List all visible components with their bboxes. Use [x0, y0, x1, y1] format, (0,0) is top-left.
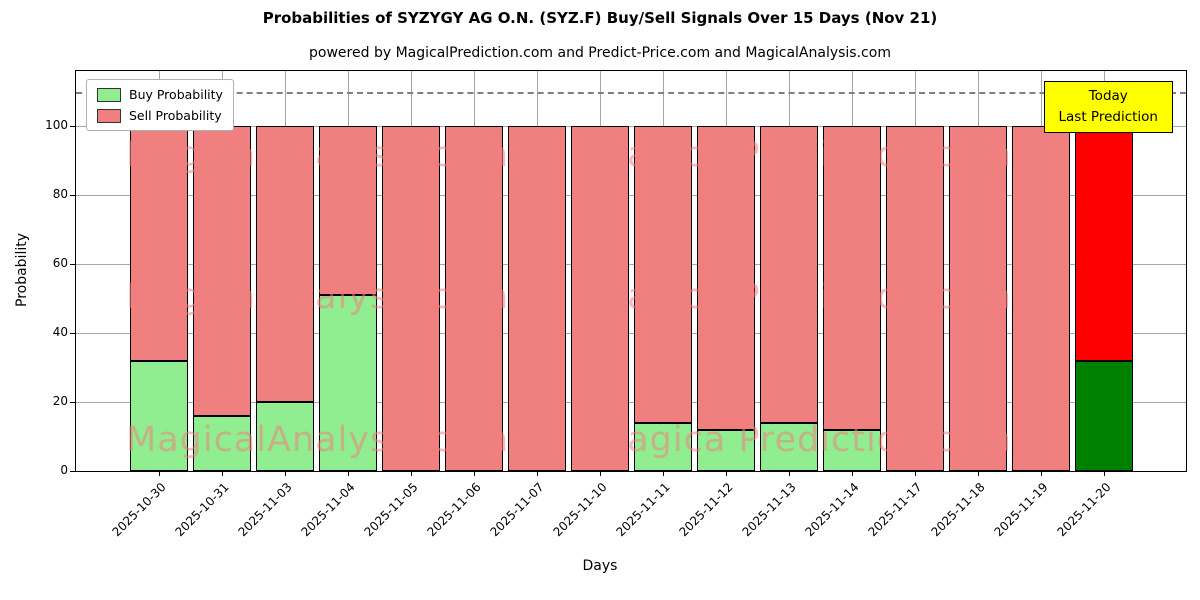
- chart-title: Probabilities of SYZYGY AG O.N. (SYZ.F) …: [262, 9, 938, 27]
- y-tick-mark: [70, 264, 76, 266]
- bar-sell: [948, 126, 1007, 471]
- chart-subtitle: powered by MagicalPrediction.com and Pre…: [309, 45, 891, 61]
- y-gridline: [76, 402, 1186, 404]
- y-tick-label: 20: [52, 394, 68, 409]
- y-tick-mark: [70, 126, 76, 128]
- y-tick-label: 0: [60, 463, 68, 477]
- x-tick-mark: [1103, 471, 1105, 476]
- bar-sell: [444, 126, 503, 471]
- x-tick-label: 2025-11-18: [928, 480, 988, 540]
- x-tick-mark: [662, 471, 664, 476]
- x-tick-label: 2025-10-30: [109, 480, 169, 540]
- x-axis-label: Days: [582, 558, 618, 574]
- x-tick-mark: [914, 471, 916, 476]
- bar-sell: [255, 126, 314, 403]
- bar-buy: [633, 422, 692, 471]
- bar-sell: [696, 126, 755, 430]
- x-tick-mark: [725, 471, 727, 476]
- bar-sell: [759, 126, 818, 423]
- bar-buy: [318, 295, 377, 471]
- today-annotation-line1: Today: [1088, 88, 1128, 104]
- x-tick-label: 2025-11-20: [1054, 480, 1114, 540]
- x-tick-label: 2025-10-31: [172, 480, 232, 540]
- x-tick-mark: [347, 471, 349, 476]
- x-tick-label: 2025-11-17: [865, 480, 925, 540]
- x-tick-mark: [284, 471, 286, 476]
- y-tick-label: 80: [52, 187, 68, 202]
- buy-swatch: [97, 87, 121, 102]
- x-tick-mark: [977, 471, 979, 476]
- x-tick-label: 2025-11-13: [739, 480, 799, 540]
- bar-buy: [696, 429, 755, 471]
- y-gridline: [76, 333, 1186, 335]
- bar-sell: [885, 126, 944, 471]
- y-tick-label: 100: [45, 118, 68, 133]
- threshold-dashed-line: [76, 91, 1186, 94]
- plot-area: Buy Probability Sell Probability Today L…: [45, 70, 1187, 539]
- legend-sell-label: Sell Probability: [129, 108, 222, 123]
- bar-sell: [822, 126, 881, 430]
- x-tick-label: 2025-11-04: [298, 480, 358, 540]
- x-tick-label: 2025-11-03: [235, 480, 295, 540]
- bar-sell: [1074, 126, 1133, 361]
- watermark-text: MagicalAnalysis.com: [126, 135, 510, 175]
- legend-item-sell: Sell Probability: [97, 108, 223, 123]
- x-tick-mark: [1040, 471, 1042, 476]
- watermark-text: Magica Prediction.com: [596, 420, 1013, 460]
- y-gridline: [76, 195, 1186, 197]
- x-tick-mark: [851, 471, 853, 476]
- bar-sell: [381, 126, 440, 471]
- today-annotation-line2: Last Prediction: [1058, 108, 1158, 125]
- x-tick-label: 2025-11-10: [550, 480, 610, 540]
- watermark-text: MagicalAnalysis.com: [126, 277, 510, 317]
- x-tick-label: 2025-11-07: [487, 480, 547, 540]
- x-tick-mark: [473, 471, 475, 476]
- bar-buy: [192, 415, 251, 471]
- watermark-text: MagicalAnalysis.com: [126, 420, 510, 460]
- bar-sell: [570, 126, 629, 471]
- y-tick-mark: [70, 402, 76, 404]
- sell-swatch: [97, 108, 121, 123]
- bar-buy: [255, 402, 314, 471]
- legend-buy-label: Buy Probability: [129, 87, 223, 102]
- bar-sell: [507, 126, 566, 471]
- x-tick-mark: [599, 471, 601, 476]
- y-tick-mark: [70, 195, 76, 197]
- x-tick-label: 2025-11-05: [361, 480, 421, 540]
- x-tick-label: 2025-11-12: [676, 480, 736, 540]
- x-tick-mark: [536, 471, 538, 476]
- bar-sell: [192, 126, 251, 416]
- bar-buy: [129, 360, 188, 471]
- bar-buy: [1074, 360, 1133, 471]
- legend: Buy Probability Sell Probability: [86, 79, 234, 131]
- today-annotation: Today Last Prediction: [1043, 81, 1173, 133]
- bar-sell: [318, 126, 377, 296]
- bar-buy: [759, 422, 818, 471]
- x-tick-label: 2025-11-19: [991, 480, 1051, 540]
- x-tick-label: 2025-11-14: [802, 480, 862, 540]
- x-tick-label: 2025-11-06: [424, 480, 484, 540]
- y-tick-label: 60: [52, 256, 68, 271]
- bar-sell: [633, 126, 692, 423]
- x-tick-label: 2025-11-11: [613, 480, 673, 540]
- x-tick-mark: [410, 471, 412, 476]
- y-tick-mark: [70, 471, 76, 472]
- bar-sell: [1011, 126, 1070, 471]
- y-tick-label: 40: [52, 325, 68, 340]
- watermark-text: Magica Prediction.com: [596, 277, 1013, 317]
- x-tick-mark: [788, 471, 790, 476]
- y-gridline: [76, 126, 1186, 128]
- x-tick-mark: [221, 471, 223, 476]
- watermark-text: Magica Prediction.com: [596, 135, 1013, 175]
- y-tick-mark: [70, 333, 76, 335]
- x-tick-mark: [158, 471, 160, 476]
- bar-buy: [822, 429, 881, 471]
- legend-item-buy: Buy Probability: [97, 87, 223, 102]
- y-gridline: [76, 264, 1186, 266]
